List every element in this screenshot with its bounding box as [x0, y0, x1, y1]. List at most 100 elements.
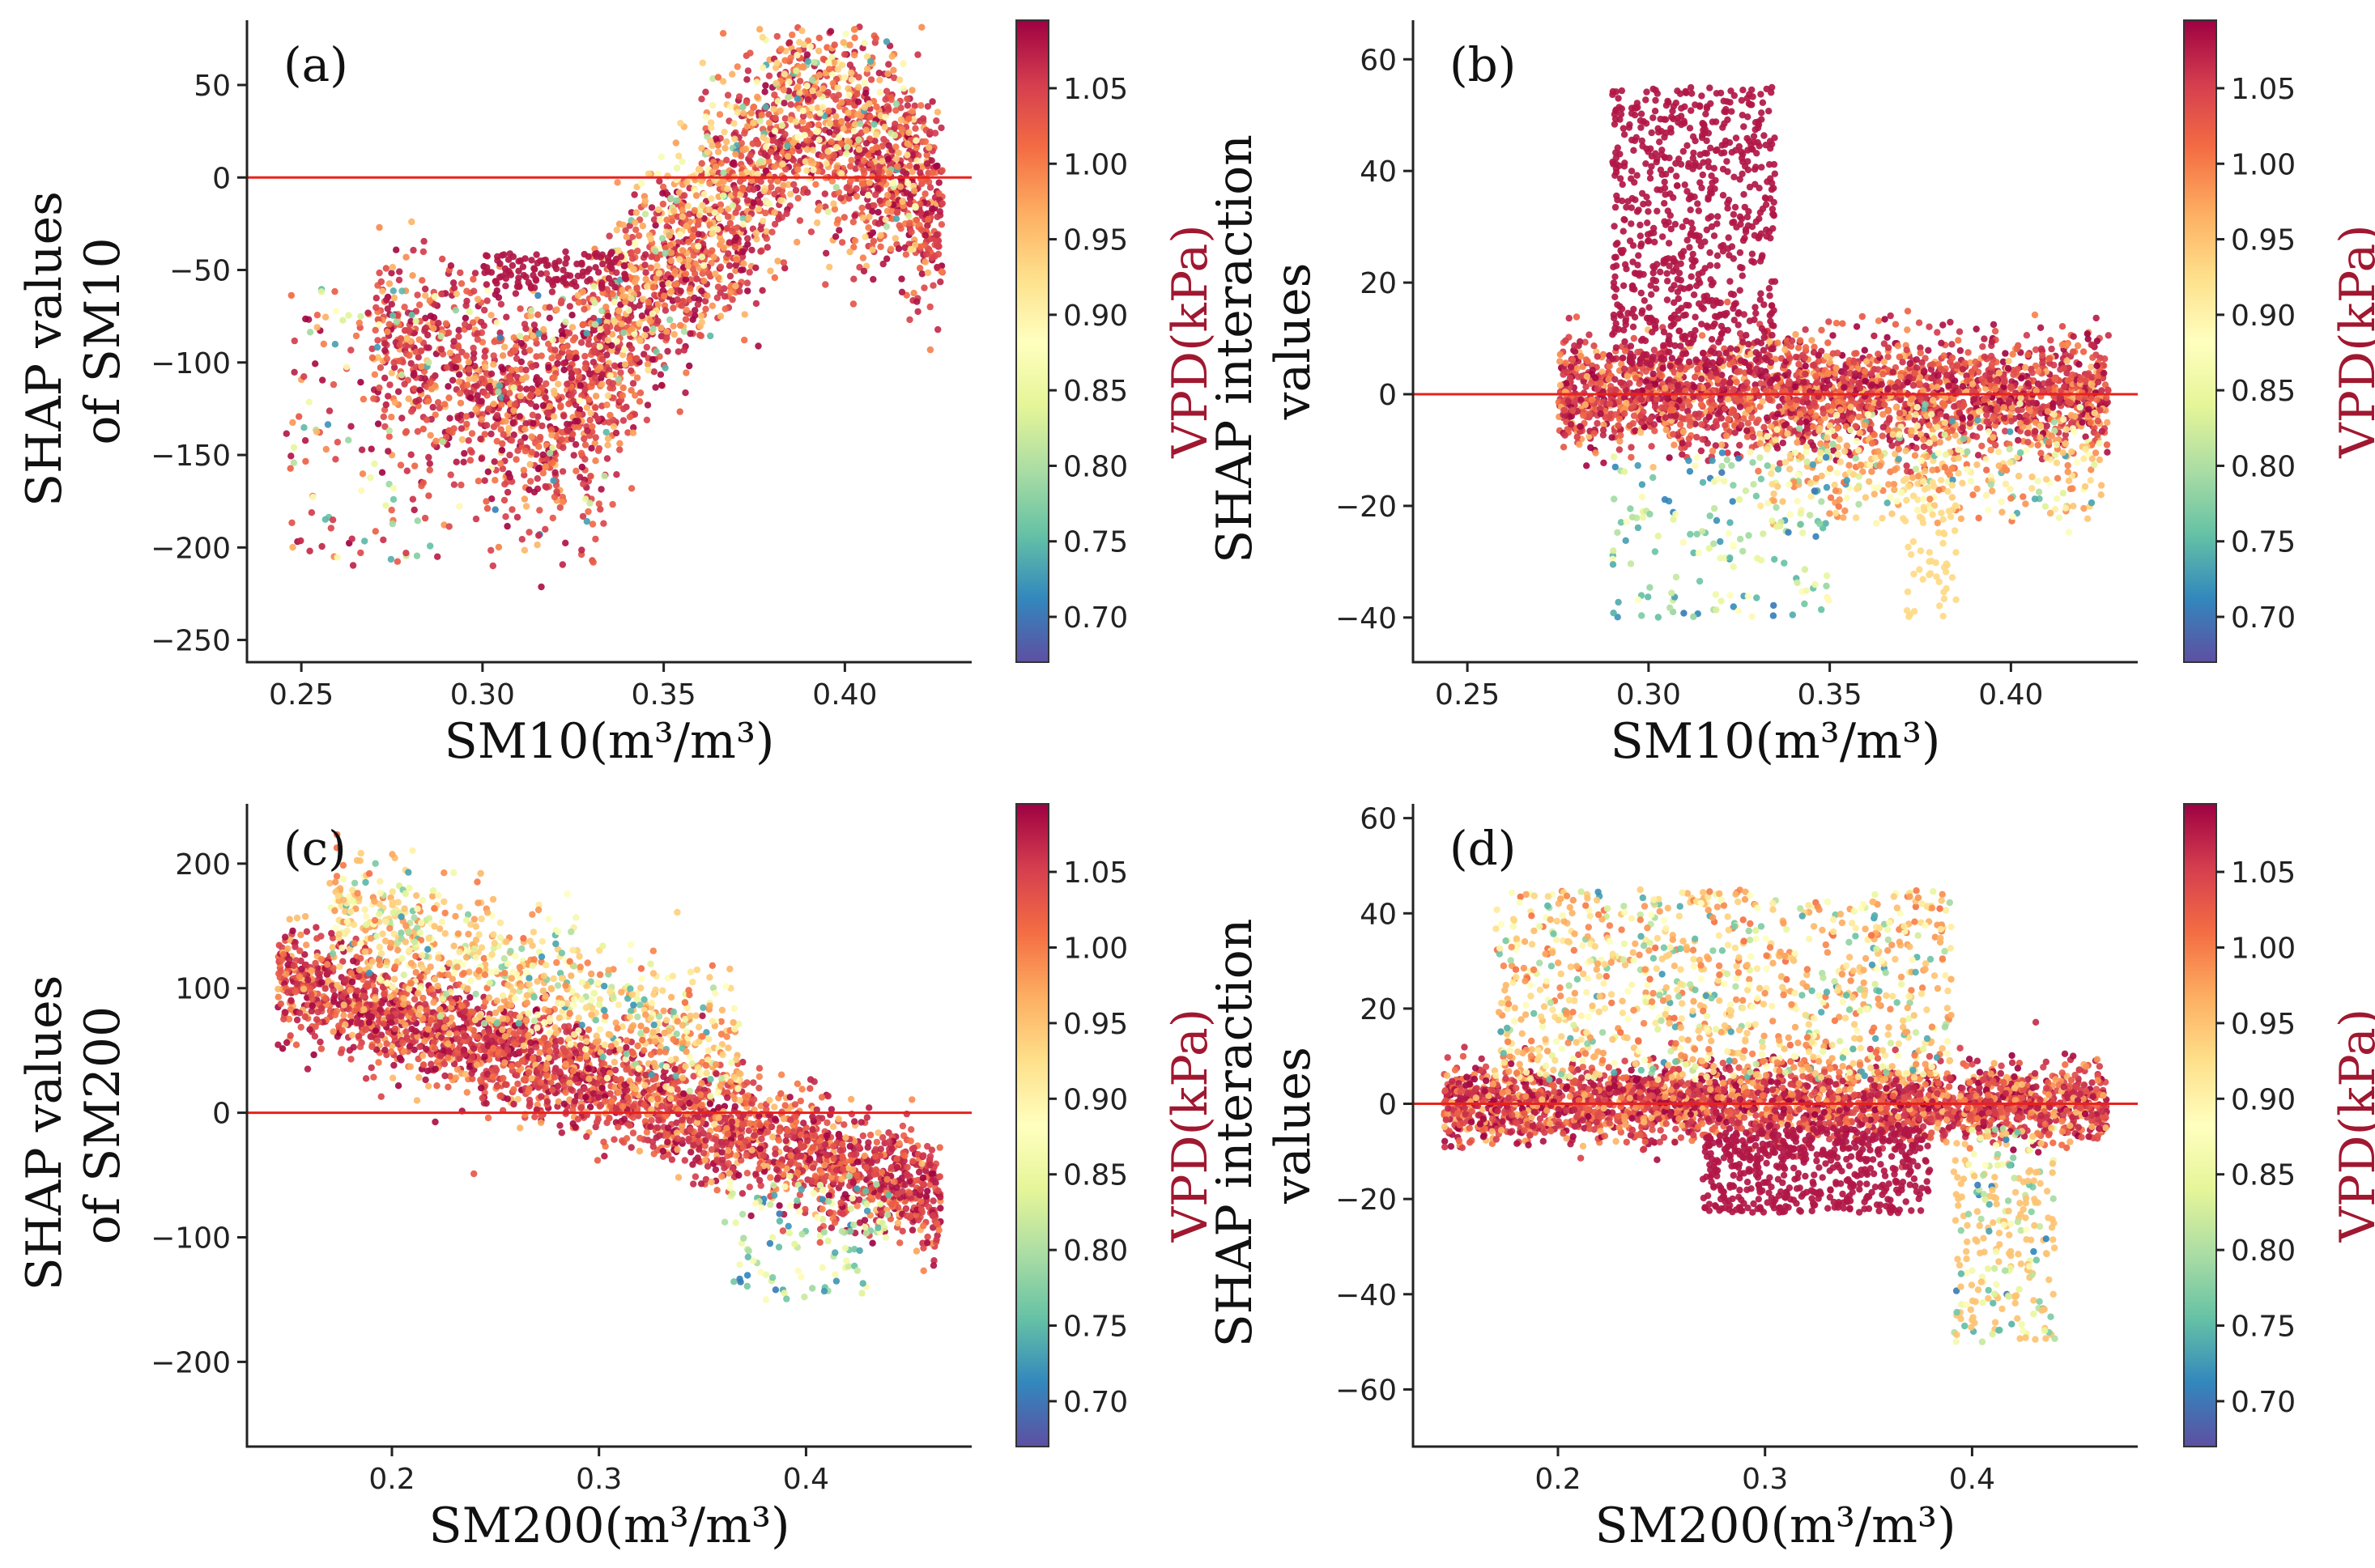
scatter-point [741, 130, 748, 137]
scatter-point [884, 70, 892, 78]
scatter-point [628, 345, 636, 352]
scatter-point [641, 210, 649, 218]
scatter-point [301, 437, 309, 444]
scatter-point [371, 371, 379, 378]
scatter-point [585, 253, 592, 261]
scatter-point [602, 323, 610, 330]
scatter-point [645, 298, 652, 306]
scatter-point [762, 143, 770, 151]
scatter-point [909, 108, 917, 115]
scatter-point [401, 304, 408, 311]
scatter-point [1659, 364, 1666, 372]
scatter-point [599, 260, 607, 268]
scatter-point [889, 179, 897, 187]
scatter-point [914, 51, 921, 58]
scatter-point [895, 149, 902, 157]
scatter-point [883, 223, 891, 230]
scatter-point [581, 352, 589, 360]
scatter-point [904, 140, 911, 147]
scatter-point [471, 270, 479, 277]
scatter-point [532, 275, 539, 283]
scatter-point [462, 314, 470, 322]
scatter-point [1698, 332, 1706, 339]
scatter-point [935, 189, 943, 198]
scatter-point [2105, 332, 2112, 339]
scatter-point [875, 220, 883, 227]
scatter-point [825, 263, 833, 271]
scatter-point [893, 209, 901, 216]
scatter-point [619, 329, 628, 337]
scatter-point [899, 198, 906, 206]
scatter-point [845, 99, 853, 106]
scatter-point [313, 324, 321, 331]
scatter-point [405, 395, 412, 402]
scatter-point [668, 249, 675, 257]
scatter-point [538, 583, 545, 591]
scatter-point [558, 436, 566, 443]
scatter-point [377, 278, 385, 286]
scatter-point [538, 352, 545, 359]
scatter-point [518, 536, 526, 543]
scatter-point [870, 121, 878, 128]
scatter-point [550, 413, 558, 420]
scatter-point [565, 329, 573, 337]
scatter-point [577, 382, 584, 389]
scatter-point [850, 244, 858, 251]
scatter-point [744, 67, 752, 74]
scatter-point [1760, 423, 1768, 431]
scatter-point [632, 241, 639, 249]
scatter-point [684, 262, 692, 270]
scatter-point [509, 506, 516, 513]
scatter-point [527, 284, 535, 292]
scatter-point [504, 522, 511, 530]
scatter-point [768, 228, 776, 236]
scatter-point [367, 474, 374, 482]
scatter-point [641, 261, 649, 269]
scatter-point [832, 233, 840, 240]
scatter-point [384, 328, 391, 335]
scatter-point [416, 386, 423, 393]
scatter-point [503, 395, 510, 402]
scatter-point [573, 260, 581, 268]
scatter-point [715, 214, 723, 222]
scatter-point [907, 245, 914, 253]
scatter-point [733, 234, 740, 241]
scatter-point [684, 202, 692, 210]
scatter-point [858, 204, 866, 212]
scatter-point [430, 325, 437, 332]
scatter-point [1571, 348, 1579, 355]
scatter-point [613, 226, 620, 234]
scatter-point [387, 555, 395, 563]
scatter-point [853, 193, 861, 200]
scatter-point [891, 132, 899, 139]
scatter-point [545, 363, 552, 372]
scatter-point [407, 451, 415, 458]
scatter-point [331, 341, 339, 348]
scatter-point [591, 300, 598, 307]
scatter-point [835, 91, 842, 99]
scatter-point [807, 228, 815, 236]
scatter-point [933, 231, 941, 239]
scatter-point [484, 268, 492, 275]
scatter-point [510, 384, 517, 392]
scatter-point [631, 278, 639, 286]
scatter-point [787, 101, 794, 108]
scatter-point [691, 206, 698, 215]
scatter-point [468, 448, 475, 456]
scatter-point [1801, 354, 1809, 361]
scatter-point [883, 38, 891, 45]
scatter-point [327, 525, 334, 532]
scatter-point [604, 312, 611, 320]
scatter-point [663, 334, 670, 342]
scatter-point [368, 354, 377, 362]
scatter-point [737, 266, 745, 274]
scatter-point [866, 57, 875, 66]
scatter-point [923, 250, 930, 258]
scatter-point [493, 319, 500, 326]
scatter-point [934, 325, 942, 334]
scatter-point [460, 458, 467, 465]
scatter-point [918, 23, 926, 31]
scatter-point [305, 398, 313, 406]
scatter-point [913, 164, 921, 171]
scatter-point [1913, 444, 1920, 452]
